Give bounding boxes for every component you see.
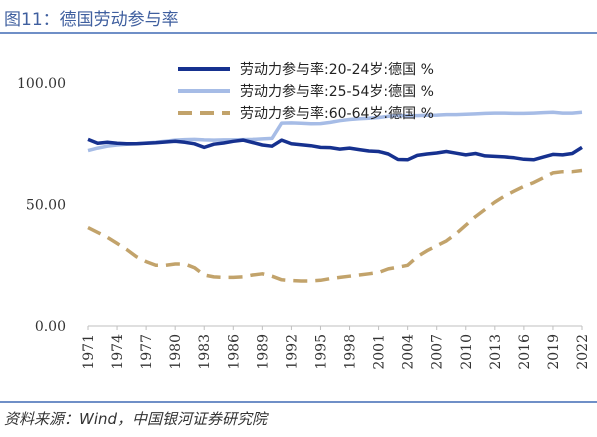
- x-tick-label: 2013: [488, 334, 504, 370]
- x-tick-label: 1983: [197, 334, 213, 370]
- x-tick-label: 1989: [255, 334, 271, 370]
- x-tick-label: 1998: [343, 334, 359, 370]
- x-tick-label: 1974: [110, 334, 126, 370]
- y-tick-label: 0.00: [35, 319, 66, 335]
- x-tick-label: 1977: [139, 334, 155, 370]
- title-bar: 图11：德国劳动参与率: [0, 0, 597, 34]
- x-tick-label: 1986: [226, 334, 242, 370]
- series-line-0: [87, 137, 583, 162]
- x-tick-label: 2007: [430, 334, 446, 370]
- y-tick-label: 100.00: [17, 76, 66, 92]
- x-tick-label: 2019: [546, 334, 562, 370]
- line-chart: 0.00 50.00 100.00 1971 1974 1977 1980 1983 1986 1…: [17, 61, 591, 370]
- y-tick-label: 50.00: [26, 198, 66, 214]
- source-note: 资料来源：Wind，中国银河证券研究院: [4, 410, 268, 428]
- chart-title: 图11：德国劳动参与率: [4, 10, 179, 30]
- x-tick-label: 1971: [81, 334, 97, 370]
- x-tick-label: 2010: [459, 334, 475, 370]
- x-tick-label: 1995: [313, 334, 329, 370]
- x-tick-label: 2001: [372, 334, 388, 370]
- x-tick-label: 1992: [284, 334, 300, 370]
- x-tick-label: 2004: [401, 334, 417, 370]
- legend-label-1: 劳动力参与率:25-54岁:德国 %: [240, 83, 434, 100]
- x-tick-label: 2022: [575, 334, 591, 370]
- x-tick-label: 1980: [168, 334, 184, 370]
- legend-label-2: 劳动力参与率:60-64岁:德国 %: [240, 105, 434, 122]
- legend-label-0: 劳动力参与率:20-24岁:德国 %: [240, 61, 434, 78]
- series-line-2: [87, 168, 583, 283]
- x-tick-label: 2016: [517, 334, 533, 370]
- source-divider: [0, 401, 597, 403]
